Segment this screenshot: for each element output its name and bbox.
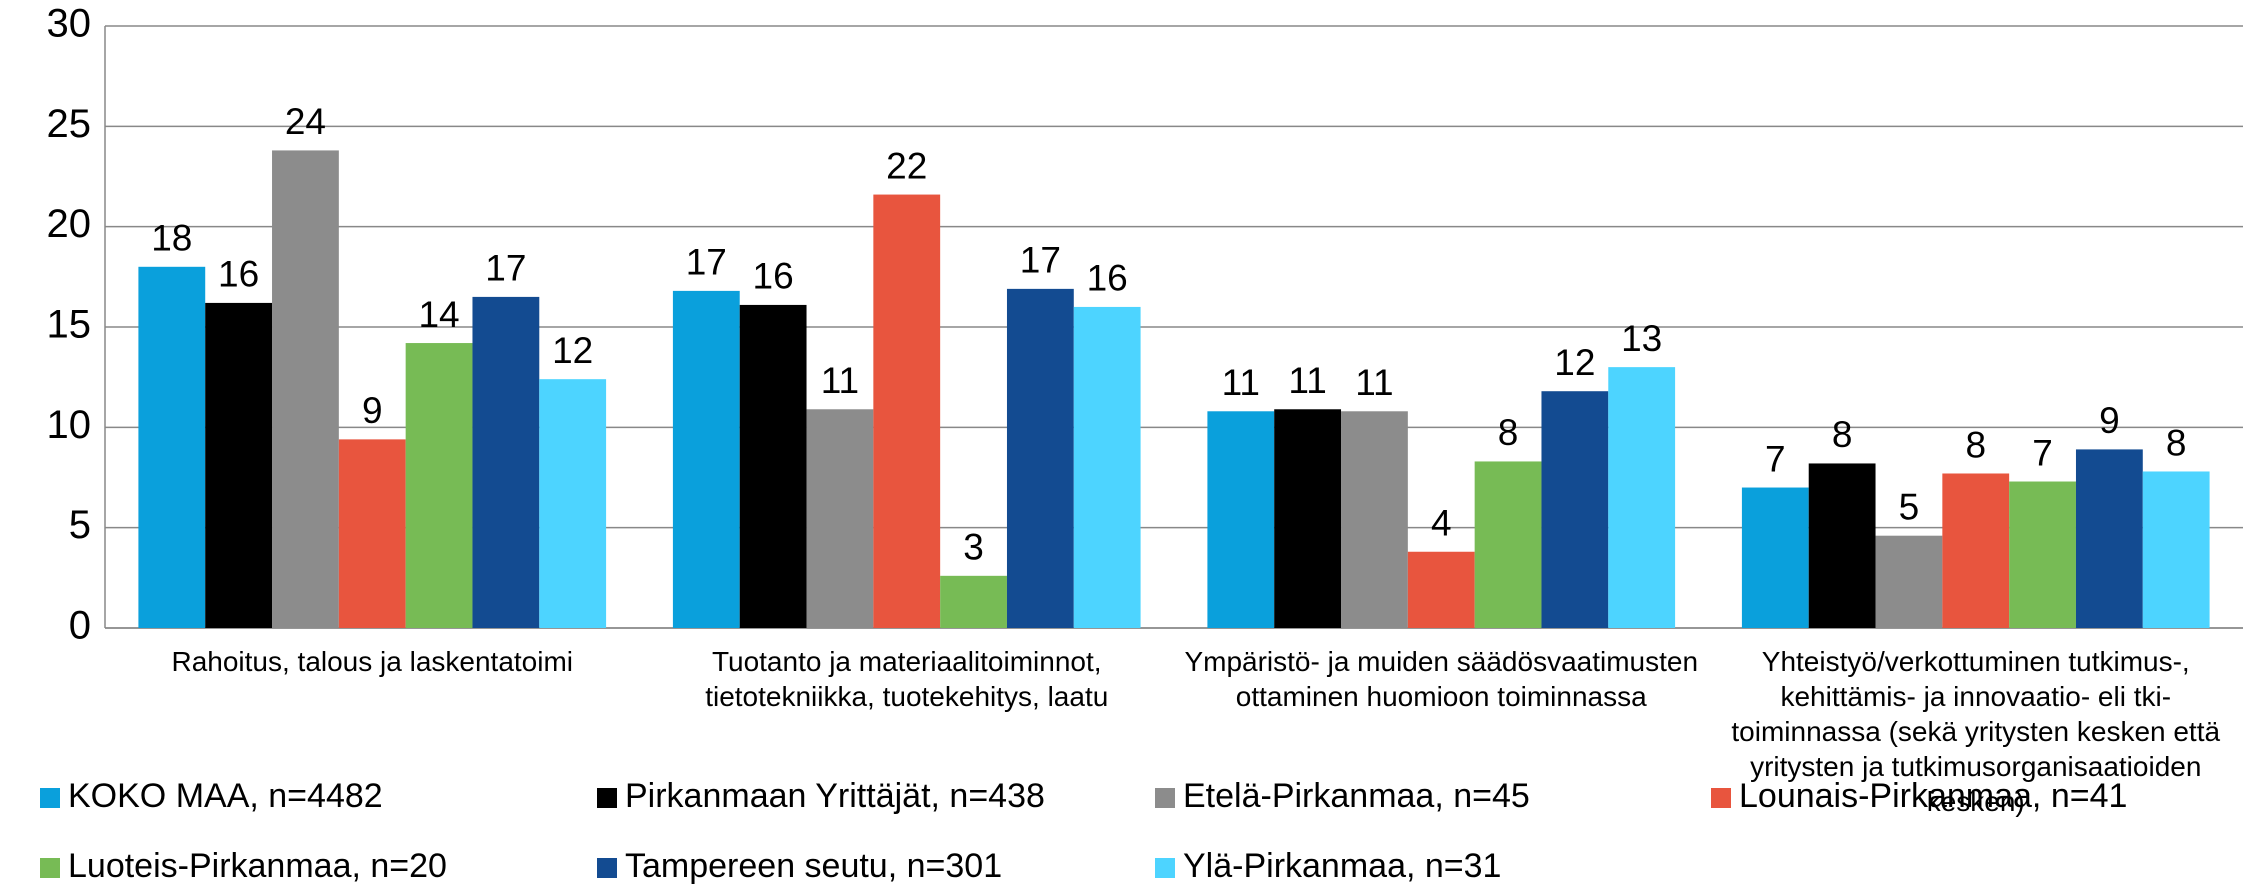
data-label: 11 xyxy=(1222,362,1260,403)
bar xyxy=(2142,471,2210,628)
data-label: 11 xyxy=(821,360,859,401)
legend-label: Ylä-Pirkanmaa, n=31 xyxy=(1183,847,1501,885)
data-label: 12 xyxy=(552,330,593,371)
data-label: 16 xyxy=(1087,258,1128,299)
data-label: 5 xyxy=(1899,486,1920,527)
legend-label: Tampereen seutu, n=301 xyxy=(625,847,1002,885)
bar xyxy=(405,343,473,628)
y-tick-label: 30 xyxy=(47,2,92,46)
data-label: 7 xyxy=(1765,438,1786,479)
data-label: 11 xyxy=(1355,362,1393,403)
bar xyxy=(205,302,273,628)
bar xyxy=(1942,473,2010,628)
data-label: 7 xyxy=(2032,432,2053,473)
legend-swatch xyxy=(1711,788,1731,808)
data-label: 16 xyxy=(218,254,259,295)
data-label: 8 xyxy=(1498,412,1519,453)
y-tick-label: 10 xyxy=(47,403,92,447)
x-tick-label-box: Ympäristö- ja muiden säädösvaatimusten o… xyxy=(1184,646,1699,712)
data-label: 16 xyxy=(753,256,794,297)
legend-label: Lounais-Pirkanmaa, n=41 xyxy=(1739,777,2127,815)
legend-swatch xyxy=(1155,788,1175,808)
bar xyxy=(1006,288,1074,628)
bar xyxy=(1608,367,1676,628)
data-label: 17 xyxy=(686,242,727,283)
bar xyxy=(1808,463,1876,628)
y-tick-label: 5 xyxy=(69,503,91,547)
data-label: 9 xyxy=(362,390,383,431)
bar xyxy=(472,296,540,628)
x-tick-label: Tuotanto ja materiaalitoiminnot, tietote… xyxy=(705,646,1109,712)
y-tick-label: 0 xyxy=(69,604,91,648)
y-tick-label: 25 xyxy=(47,102,92,146)
legend-swatch xyxy=(597,858,617,878)
x-tick-label: Yhteistyö/verkottuminen tutkimus-, kehit… xyxy=(1731,646,2221,817)
data-label: 24 xyxy=(285,101,326,142)
bar xyxy=(338,439,406,628)
data-label: 12 xyxy=(1554,342,1595,383)
bar xyxy=(272,150,339,628)
x-tick-label-box: Rahoitus, talous ja laskentatoimi xyxy=(171,646,574,677)
data-label: 17 xyxy=(1020,240,1061,281)
bar xyxy=(672,290,740,628)
data-label: 11 xyxy=(1288,360,1326,401)
bar xyxy=(873,194,941,628)
bar xyxy=(2009,481,2076,628)
bar xyxy=(1341,411,1408,628)
data-label: 13 xyxy=(1621,318,1662,359)
bar xyxy=(806,409,874,628)
bar xyxy=(539,379,607,628)
x-tick-label-box: Tuotanto ja materiaalitoiminnot, tietote… xyxy=(705,646,1109,712)
legend-label: Etelä-Pirkanmaa, n=45 xyxy=(1183,777,1530,815)
data-label: 9 xyxy=(2099,400,2120,441)
y-tick-label: 15 xyxy=(47,303,92,347)
legend-swatch xyxy=(40,788,60,808)
data-label: 14 xyxy=(418,294,459,335)
legend-swatch xyxy=(597,788,617,808)
bar xyxy=(1407,551,1475,628)
bar xyxy=(739,304,807,628)
bar xyxy=(2075,449,2143,628)
legend-label: KOKO MAA, n=4482 xyxy=(68,777,383,815)
x-tick-label: Rahoitus, talous ja laskentatoimi xyxy=(171,646,574,677)
bar xyxy=(1741,487,1809,628)
data-label: 8 xyxy=(1965,424,1986,465)
bar xyxy=(1073,306,1141,628)
x-tick-label-box: Yhteistyö/verkottuminen tutkimus-, kehit… xyxy=(1731,646,2221,817)
legend-label: Pirkanmaan Yrittäjät, n=438 xyxy=(625,777,1045,815)
bar xyxy=(940,575,1007,628)
bar xyxy=(1207,411,1275,628)
bar xyxy=(1541,391,1609,628)
data-label: 18 xyxy=(151,218,192,259)
legend-swatch xyxy=(1155,858,1175,878)
bar xyxy=(1875,535,1943,628)
x-tick-label: Ympäristö- ja muiden säädösvaatimusten o… xyxy=(1184,646,1699,712)
data-label: 8 xyxy=(2166,422,2187,463)
bar xyxy=(1274,409,1342,628)
data-label: 4 xyxy=(1431,503,1452,544)
data-label: 17 xyxy=(485,248,526,289)
data-label: 22 xyxy=(886,145,927,186)
legend-swatch xyxy=(40,858,60,878)
y-tick-label: 20 xyxy=(47,202,92,246)
legend-label: Luoteis-Pirkanmaa, n=20 xyxy=(68,847,447,885)
bar xyxy=(138,266,206,628)
data-label: 3 xyxy=(963,527,984,568)
data-label: 8 xyxy=(1832,414,1853,455)
bar xyxy=(1474,461,1542,628)
